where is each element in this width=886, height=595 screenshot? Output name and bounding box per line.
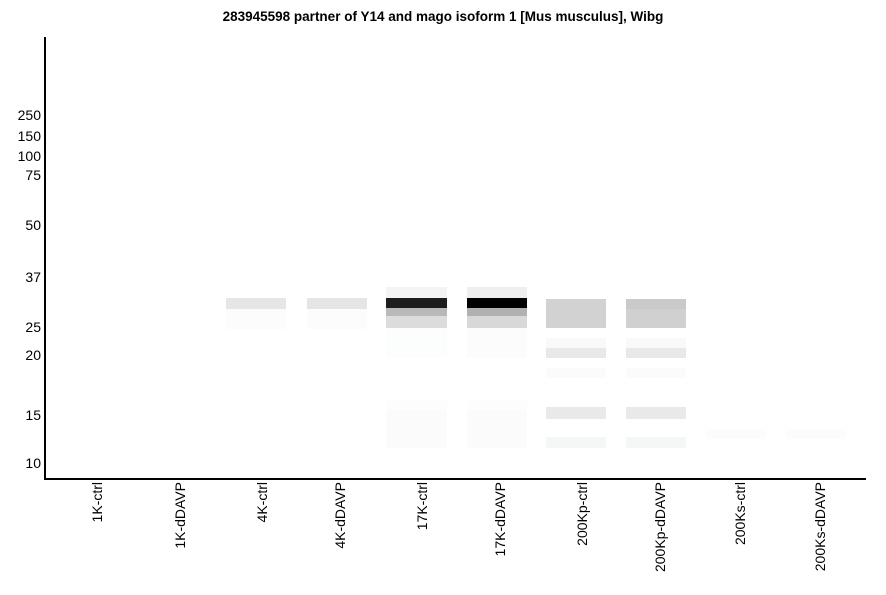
- gel-band: [546, 299, 606, 328]
- gel-band: [467, 410, 527, 448]
- gel-band: [467, 328, 527, 358]
- y-tick-label: 75: [25, 167, 41, 183]
- lane-label: 200Kp-dDAVP: [652, 482, 668, 573]
- gel-band: [546, 338, 606, 348]
- y-tick-label: 15: [25, 407, 41, 423]
- y-tick-label: 100: [17, 148, 41, 164]
- gel-band: [386, 328, 447, 358]
- lane-label: 17K-ctrl: [414, 482, 430, 531]
- gel-band: [386, 308, 447, 316]
- gel-band: [226, 309, 286, 329]
- gel-band: [626, 299, 686, 309]
- lane-label: 200Ks-dDAVP: [812, 482, 828, 572]
- figure-title: 283945598 partner of Y14 and mago isofor…: [222, 9, 664, 24]
- gel-band: [386, 316, 447, 328]
- y-axis-line: [44, 37, 46, 480]
- gel-band: [307, 298, 367, 309]
- gel-band: [626, 309, 686, 328]
- gel-band: [626, 368, 686, 378]
- gel-band: [546, 407, 606, 419]
- gel-band: [467, 298, 527, 308]
- gel-band: [226, 298, 286, 309]
- gel-band: [386, 298, 447, 308]
- gel-band: [546, 368, 606, 378]
- y-tick-label: 10: [25, 455, 41, 471]
- y-tick-label: 20: [25, 347, 41, 363]
- gel-band: [467, 308, 527, 316]
- gel-band: [626, 437, 686, 448]
- gel-band: [467, 316, 527, 328]
- y-tick-label: 250: [17, 107, 41, 123]
- gel-band: [386, 287, 447, 298]
- gel-band: [386, 410, 447, 448]
- gel-band: [467, 401, 527, 410]
- y-tick-label: 50: [25, 217, 41, 233]
- gel-band: [467, 287, 527, 298]
- gel-band: [626, 348, 686, 358]
- gel-band: [706, 429, 766, 439]
- y-tick-label: 37: [25, 269, 41, 285]
- lane-label: 200Ks-ctrl: [732, 482, 748, 546]
- lane-label: 1K-dDAVP: [172, 482, 188, 549]
- y-tick-label: 150: [17, 128, 41, 144]
- gel-band: [626, 407, 686, 419]
- gel-band: [307, 309, 367, 329]
- gel-band: [546, 437, 606, 448]
- x-axis-line: [44, 478, 866, 480]
- lane-label: 4K-ctrl: [254, 482, 270, 523]
- gel-band: [386, 401, 447, 410]
- y-tick-label: 25: [25, 319, 41, 335]
- lane-label: 4K-dDAVP: [332, 482, 348, 549]
- gel-band: [546, 348, 606, 358]
- lane-label: 17K-dDAVP: [492, 482, 508, 557]
- lane-label: 200Kp-ctrl: [574, 482, 590, 546]
- lane-label: 1K-ctrl: [89, 482, 105, 523]
- gel-band: [786, 429, 846, 439]
- gel-band: [626, 338, 686, 348]
